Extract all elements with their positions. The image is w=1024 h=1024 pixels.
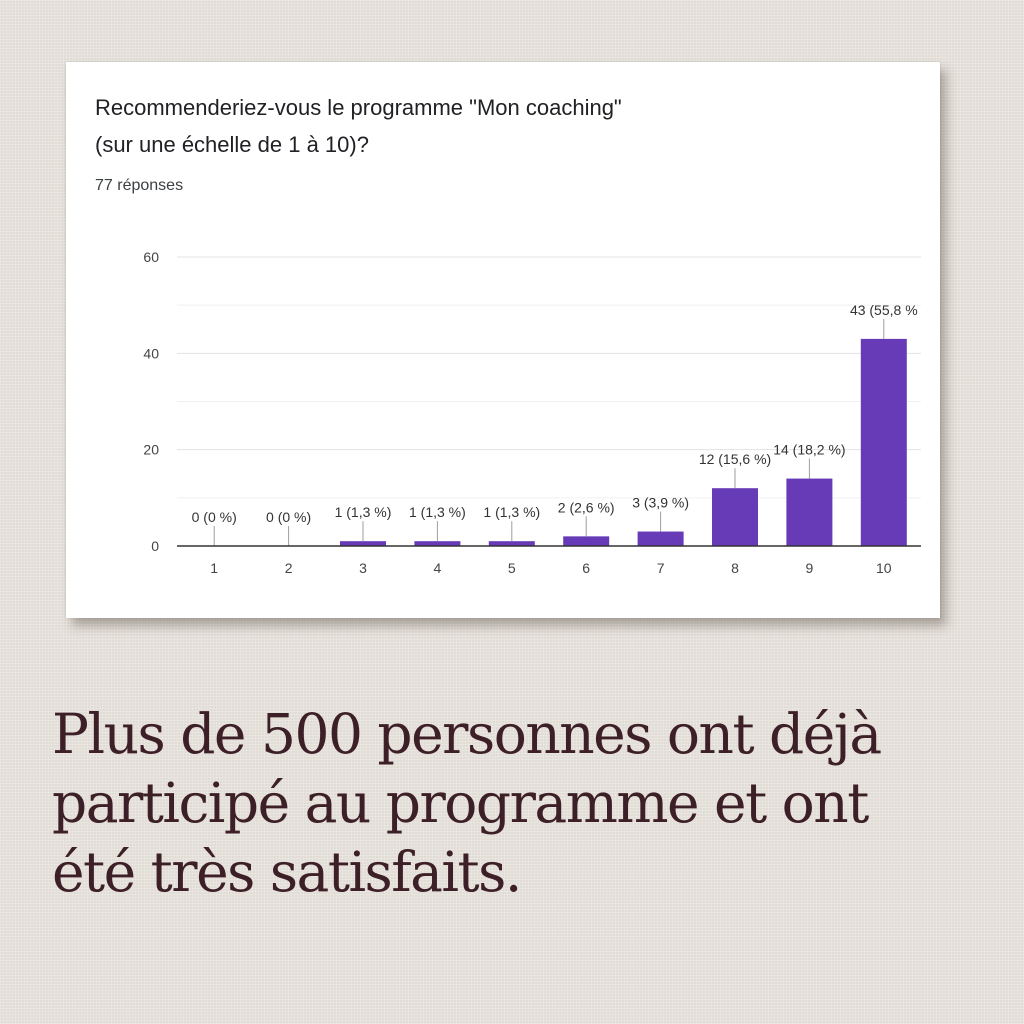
x-tick-label: 5 xyxy=(508,560,516,576)
x-tick-label: 4 xyxy=(434,560,442,576)
bar-7 xyxy=(637,531,684,546)
x-tick-label: 9 xyxy=(806,560,814,576)
y-tick-label: 0 xyxy=(151,538,159,554)
y-tick-label: 40 xyxy=(143,345,159,361)
x-tick-label: 2 xyxy=(285,560,293,576)
bar-8 xyxy=(712,488,758,546)
data-label-6: 2 (2,6 %) xyxy=(558,499,615,515)
tagline: Plus de 500 personnes ont déjà participé… xyxy=(52,700,972,907)
x-tick-label: 3 xyxy=(359,560,367,576)
survey-question-line-1: Recommenderiez-vous le programme "Mon co… xyxy=(95,95,622,120)
x-tick-label: 7 xyxy=(657,560,665,576)
data-label-2: 0 (0 %) xyxy=(266,509,311,525)
x-tick-label: 8 xyxy=(731,560,739,576)
bar-4 xyxy=(414,541,461,546)
y-tick-label: 20 xyxy=(143,442,159,458)
data-label-10: 43 (55,8 % xyxy=(850,302,918,318)
bar-6 xyxy=(563,536,610,546)
x-tick-label: 6 xyxy=(582,560,590,576)
y-tick-label: 60 xyxy=(143,249,159,265)
data-label-9: 14 (18,2 %) xyxy=(773,442,845,458)
tagline-line-1: Plus de 500 personnes ont déjà xyxy=(52,702,882,766)
x-tick-label: 10 xyxy=(876,560,892,576)
data-label-7: 3 (3,9 %) xyxy=(632,495,689,511)
data-label-8: 12 (15,6 %) xyxy=(699,451,771,467)
bar-5 xyxy=(488,541,535,546)
x-tick-label: 1 xyxy=(210,560,218,576)
bar-chart: 0 20 40 60 0 (0 %) 1 0 (0 %) 2 1 (1,3 %) 3 1 (1,3 … xyxy=(143,249,921,576)
data-label-1: 0 (0 %) xyxy=(192,509,237,525)
data-label-5: 1 (1,3 %) xyxy=(483,504,540,520)
survey-results-card: Recommenderiez-vous le programme "Mon co… xyxy=(66,62,940,618)
survey-question: Recommenderiez-vous le programme "Mon co… xyxy=(95,89,622,163)
tagline-line-3: été très satisfaits. xyxy=(52,840,522,904)
bar-9 xyxy=(786,478,833,546)
response-count: 77 réponses xyxy=(95,177,184,194)
survey-question-line-2: (sur une échelle de 1 à 10)? xyxy=(95,132,369,157)
data-label-3: 1 (1,3 %) xyxy=(335,504,392,520)
tagline-line-2: participé au programme et ont xyxy=(52,771,869,835)
bar-3 xyxy=(340,541,386,546)
data-label-4: 1 (1,3 %) xyxy=(409,504,466,520)
bar-10 xyxy=(860,338,907,546)
